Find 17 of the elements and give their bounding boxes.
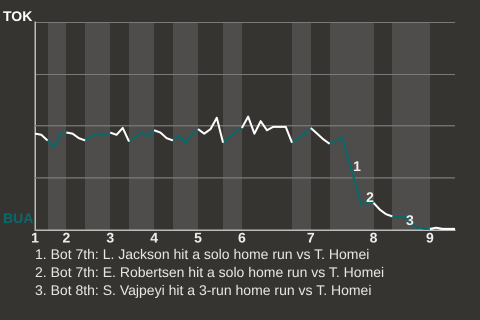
x-tick-label: 5: [194, 229, 202, 246]
x-tick-label: 9: [426, 229, 434, 246]
text: 3. Bot 8th: S. Vajpeyi hit a 3-run home run vs T. Homei: [35, 281, 372, 299]
annotation: 2: [366, 188, 374, 205]
text: BUA: [3, 210, 34, 226]
text: 1. Bot 7th: L. Jackson hit a solo home run vs T. Homei: [35, 245, 370, 263]
annotation: 1: [353, 158, 361, 174]
annotation: 3: [406, 212, 414, 228]
x-tick-label: 8: [370, 229, 378, 246]
x-tick-label: 7: [306, 229, 315, 246]
text: 2. Bot 7th: E. Robertsen hit a solo home run vs T. Homei: [35, 263, 384, 281]
text: TOK: [3, 8, 32, 24]
x-tick-label: 1: [31, 229, 40, 246]
x-tick-label: 4: [150, 229, 158, 246]
x-tick-label: 3: [106, 229, 114, 246]
x-tick-label: 2: [62, 229, 70, 246]
x-tick-label: 6: [238, 229, 246, 246]
